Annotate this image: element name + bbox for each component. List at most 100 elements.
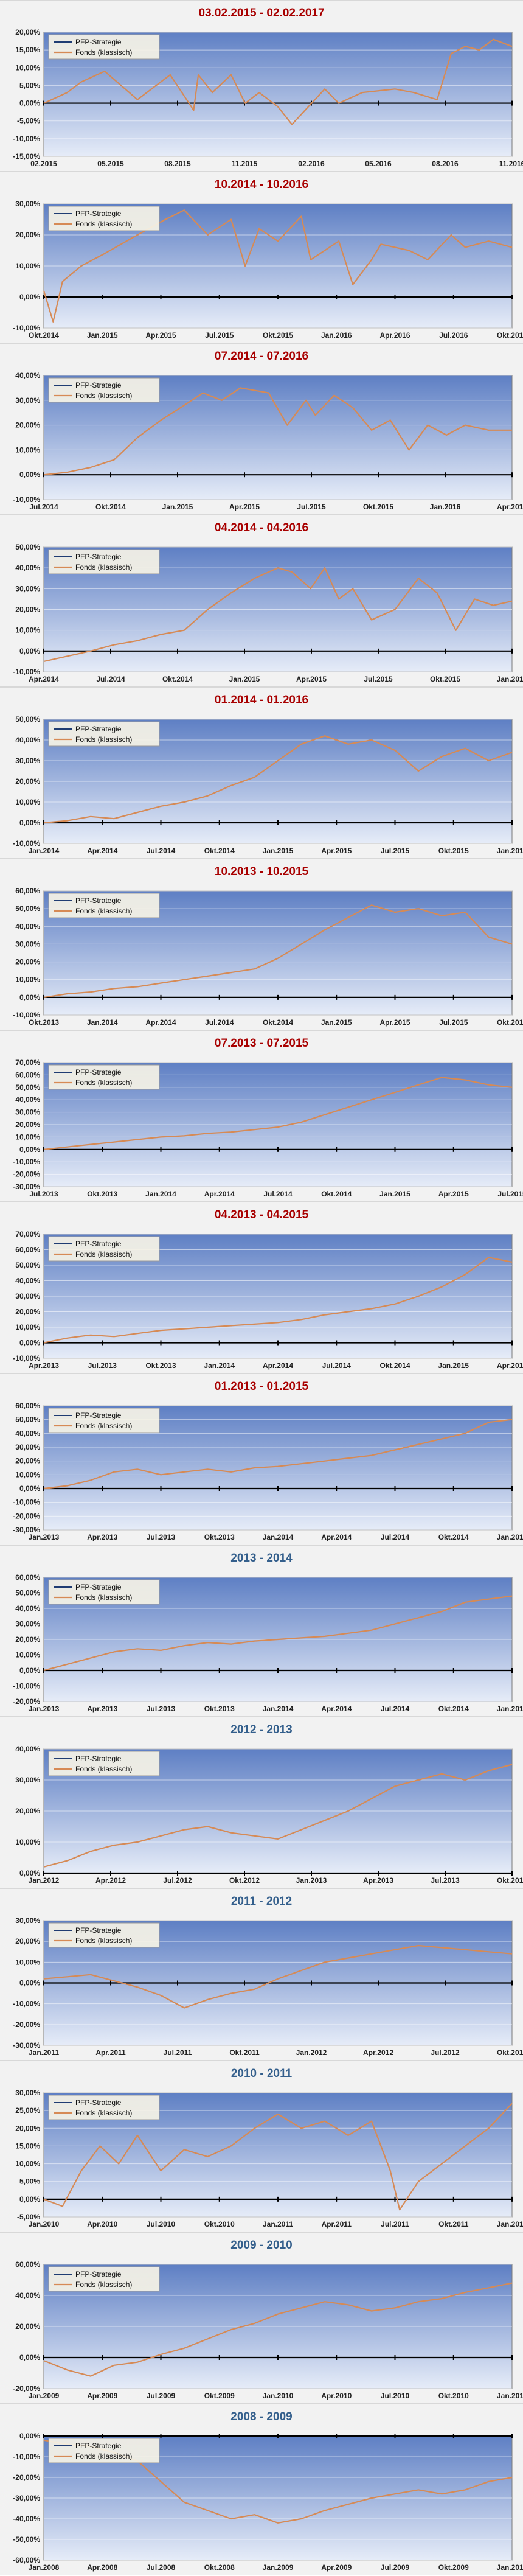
x-tick-label: Jan.2016 <box>497 846 523 855</box>
y-tick-label: -30,00% <box>13 2041 40 2050</box>
line-chart: 60,00% 40,00% 20,00% 0,00% -20,00%Jan.2009 Ap… <box>13 2260 523 2400</box>
y-tick-label: 20,00% <box>15 1120 40 1129</box>
x-tick-label: Okt.2014 <box>438 1533 469 1541</box>
legend-box <box>48 2266 160 2292</box>
y-tick-label: -20,00% <box>13 2473 40 2482</box>
y-tick-label: 40,00% <box>15 922 40 930</box>
series-line-fonds <box>43 38 513 125</box>
x-tick-label: Jul.2014 <box>381 1705 410 1713</box>
x-tick-label: Jan.2012 <box>296 2048 327 2057</box>
y-tick-label: 30,00% <box>15 940 40 948</box>
legend-box <box>48 2438 160 2463</box>
x-tick-label: Apr.2009 <box>87 2392 117 2400</box>
legend: PFP-Strategie Fonds (klassisch) <box>48 206 160 231</box>
x-tick-label: Okt.2011 <box>229 2048 260 2057</box>
series-line-fonds <box>43 1077 513 1150</box>
y-tick-label: 20,00% <box>15 2322 40 2331</box>
x-tick-label: Jan.2013 <box>29 1533 60 1541</box>
y-tick-label: -10,00% <box>13 495 40 504</box>
legend-label-fund: Fonds (klassisch) <box>75 563 132 571</box>
series-line-fonds <box>43 1419 513 1490</box>
y-tick-label: 40,00% <box>15 371 40 380</box>
y-tick-label: 20,00% <box>15 28 40 37</box>
y-tick-label: 10,00% <box>15 1323 40 1332</box>
chart-panel: 2011 - 2012 30,00% 20,00% 10,00% 0,00% -10,00… <box>0 1888 523 2061</box>
y-tick-label: 20,00% <box>15 1807 40 1815</box>
chart-panel: 10.2013 - 10.2015 60,00% 50,00% 40,00% 30,00… <box>0 859 523 1030</box>
series-line-fonds <box>43 2103 513 2211</box>
x-tick-label: Okt.2015 <box>263 331 293 340</box>
y-tick-label: 20,00% <box>15 777 40 786</box>
x-tick-label: 11.2016 <box>499 159 523 168</box>
chart-panel: 03.02.2015 - 02.02.2017 20,00% 15,00% 10,00… <box>0 0 523 172</box>
legend-label-fund: Fonds (klassisch) <box>75 391 132 400</box>
legend-label-fund: Fonds (klassisch) <box>75 2452 132 2460</box>
legend-label-fund: Fonds (klassisch) <box>75 1078 132 1087</box>
x-tick-label: Okt.2010 <box>204 2220 235 2229</box>
y-tick-label: 60,00% <box>15 2260 40 2269</box>
y-tick-label: 30,00% <box>15 584 40 593</box>
y-tick-label: -30,00% <box>13 1182 40 1191</box>
x-tick-label: Jul.2012 <box>163 1876 192 1885</box>
line-chart: 60,00% 50,00% 40,00% 30,00% 20,00% 10,00% 0,00… <box>13 887 523 1027</box>
y-tick-label: -40,00% <box>13 2515 40 2523</box>
line-chart: 30,00% 20,00% 10,00% 0,00% -10,00%Okt.2014 Ja… <box>13 200 523 340</box>
legend-label-fund: Fonds (klassisch) <box>75 735 132 744</box>
y-tick-label: 30,00% <box>15 1443 40 1451</box>
x-tick-label: Okt.2009 <box>204 2392 235 2400</box>
x-tick-label: Apr.2011 <box>95 2048 126 2057</box>
y-tick-label: 10,00% <box>15 2160 40 2168</box>
x-tick-label: Apr.2014 <box>145 1018 176 1027</box>
legend-box <box>48 1579 160 1605</box>
x-tick-label: Okt.2008 <box>204 2563 235 2572</box>
y-tick-label: 30,00% <box>15 2089 40 2097</box>
x-tick-label: Jan.2016 <box>430 503 461 511</box>
chart-title: 2009 - 2010 <box>230 2239 293 2252</box>
x-tick-label: Apr.2014 <box>87 846 117 855</box>
x-tick-label: Apr.2014 <box>204 1190 235 1198</box>
legend-label-strategy: PFP-Strategie <box>75 1926 122 1935</box>
x-tick-label: Apr.2012 <box>363 2048 393 2057</box>
y-tick-label: 70,00% <box>15 1230 40 1238</box>
x-tick-label: Apr.2015 <box>379 1018 410 1027</box>
y-tick-label: 0,00% <box>19 1339 40 1347</box>
x-tick-label: Jan.2010 <box>263 2392 294 2400</box>
y-tick-label: -20,00% <box>13 1512 40 1520</box>
x-tick-label: Apr.2015 <box>296 675 327 683</box>
x-tick-label: Jul.2009 <box>381 2563 410 2572</box>
legend-label-strategy: PFP-Strategie <box>75 381 122 389</box>
legend: PFP-Strategie Fonds (klassisch) <box>48 34 160 60</box>
y-tick-label: 10,00% <box>15 1651 40 1660</box>
series-line-fonds <box>43 567 513 662</box>
chart-title: 07.2013 - 07.2015 <box>214 1037 309 1050</box>
x-tick-label: Okt.2014 <box>438 1705 469 1713</box>
y-tick-label: 5,00% <box>19 2177 40 2186</box>
legend: PFP-Strategie Fonds (klassisch) <box>48 1751 160 1776</box>
x-tick-label: Jan.2014 <box>263 1705 294 1713</box>
y-tick-label: 50,00% <box>15 1083 40 1092</box>
chart-panel: 2013 - 2014 60,00% 50,00% 40,00% 30,00% 20,00… <box>0 1545 523 1717</box>
line-chart: 60,00% 50,00% 40,00% 30,00% 20,00% 10,00% 0,00… <box>13 1401 523 1541</box>
x-tick-label: Okt.2015 <box>497 1018 523 1027</box>
y-tick-label: 40,00% <box>15 1745 40 1753</box>
x-tick-label: Okt.2013 <box>497 1876 523 1885</box>
y-tick-label: 10,00% <box>15 1470 40 1479</box>
y-tick-label: -20,00% <box>13 2384 40 2393</box>
x-tick-label: Apr.2013 <box>363 1876 393 1885</box>
chart-title: 2008 - 2009 <box>230 2410 293 2423</box>
x-tick-label: Okt.2013 <box>87 1190 117 1198</box>
y-tick-label: -10,00% <box>13 668 40 676</box>
x-tick-label: Jan.2009 <box>29 2392 60 2400</box>
y-tick-label: -10,00% <box>13 839 40 848</box>
x-tick-label: Jan.2014 <box>29 846 60 855</box>
x-tick-label: Okt.2015 <box>430 675 460 683</box>
x-tick-label: Jan.2012 <box>29 1876 60 1885</box>
legend-label-fund: Fonds (klassisch) <box>75 1765 132 1773</box>
legend: PFP-Strategie Fonds (klassisch) <box>48 549 160 574</box>
legend-box <box>48 1236 160 1262</box>
x-tick-label: Jul.2012 <box>431 2048 460 2057</box>
x-tick-label: Okt.2013 <box>145 1361 176 1370</box>
legend-label-fund: Fonds (klassisch) <box>75 1936 132 1945</box>
x-tick-label: Jul.2015 <box>297 503 326 511</box>
x-tick-label: Jan.2012 <box>497 2220 523 2229</box>
